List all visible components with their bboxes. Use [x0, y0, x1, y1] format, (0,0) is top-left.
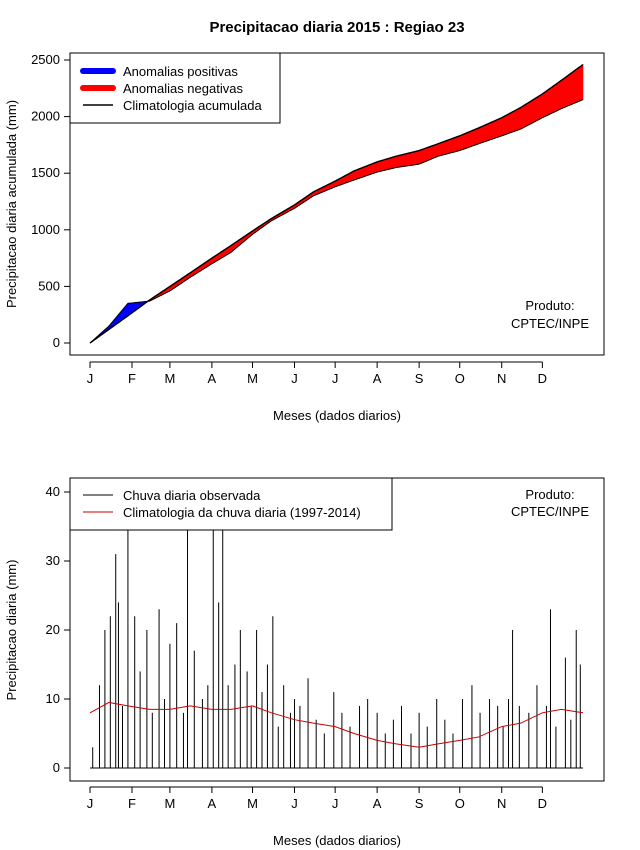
legend-label-observed: Chuva diaria observada	[123, 488, 261, 503]
cumulative-legend: Anomalias positivas Anomalias negativas …	[69, 52, 281, 124]
daily-legend-box	[69, 477, 393, 531]
cumulative-series-layer	[89, 63, 584, 344]
daily-x-tick-label: J	[87, 796, 94, 811]
cumulative-x-tick-label: J	[87, 371, 94, 386]
cumulative-x-tick-label: J	[332, 371, 339, 386]
daily-legend: Chuva diaria observada Climatologia da c…	[69, 477, 393, 531]
daily-y-tick-label: 0	[53, 760, 60, 775]
daily-x-tick-label: D	[538, 796, 547, 811]
cumulative-y-tick-label: 1500	[31, 165, 60, 180]
daily-x-tick-label: N	[497, 796, 506, 811]
daily-x-tick-label: M	[247, 796, 258, 811]
daily-x-tick-label: A	[208, 796, 217, 811]
cumulative-x-tick-label: A	[208, 371, 217, 386]
daily-climatology-line	[89, 701, 584, 748]
cumulative-x-tick-label: F	[128, 371, 136, 386]
legend-label-daily-climatology: Climatologia da chuva diaria (1997-2014)	[123, 505, 361, 520]
cumulative-product-label: Produto:	[525, 298, 574, 313]
daily-product-source: CPTEC/INPE	[511, 504, 589, 519]
daily-x-tick-label: S	[415, 796, 424, 811]
daily-climatology-layer	[89, 701, 584, 748]
legend-label-positive: Anomalias positivas	[123, 64, 238, 79]
daily-y-tick-label: 10	[46, 691, 60, 706]
figure-title: Precipitacao diaria 2015 : Regiao 23	[209, 19, 464, 36]
cumulative-y-tick-label: 500	[38, 278, 60, 293]
daily-chart: 0 10 20 30 40 J F M A M J J A S O N D Precipitacao diar…	[4, 477, 605, 848]
cumulative-y-label: Precipitacao diaria acumulada (mm)	[4, 100, 19, 308]
negative-anomaly-segment	[581, 63, 584, 101]
cumulative-y-tick-label: 2500	[31, 52, 60, 67]
observed-cumulative-line	[89, 99, 584, 344]
daily-product-label: Produto:	[525, 487, 574, 502]
cumulative-x-tick-label: J	[291, 371, 298, 386]
daily-observed-bars	[90, 492, 583, 769]
cumulative-y-tick-label: 1000	[31, 222, 60, 237]
daily-x-tick-label: M	[164, 796, 175, 811]
cumulative-x-tick-label: A	[373, 371, 382, 386]
daily-y-axis: 0 10 20 30 40	[46, 484, 71, 775]
cumulative-y-tick-label: 2000	[31, 109, 60, 124]
legend-label-climatology: Climatologia acumulada	[123, 98, 263, 113]
daily-y-tick-label: 30	[46, 553, 60, 568]
daily-x-tick-label: J	[291, 796, 298, 811]
cumulative-x-tick-label: D	[538, 371, 547, 386]
cumulative-x-tick-label: N	[497, 371, 506, 386]
daily-y-tick-label: 20	[46, 622, 60, 637]
cumulative-chart: 0 500 1000 1500 2000 2500 J F M A M J J A S O N D Precip…	[4, 52, 605, 423]
daily-x-tick-label: O	[455, 796, 465, 811]
cumulative-x-tick-label: O	[455, 371, 465, 386]
daily-x-tick-label: A	[373, 796, 382, 811]
daily-y-label: Precipitacao diaria (mm)	[4, 560, 19, 701]
daily-x-tick-label: F	[128, 796, 136, 811]
legend-label-negative: Anomalias negativas	[123, 81, 243, 96]
cumulative-x-tick-label: M	[164, 371, 175, 386]
cumulative-y-tick-label: 0	[53, 335, 60, 350]
cumulative-x-tick-label: S	[415, 371, 424, 386]
cumulative-product-source: CPTEC/INPE	[511, 316, 589, 331]
cumulative-x-tick-label: M	[247, 371, 258, 386]
climatology-cumulative-line	[89, 63, 584, 344]
daily-x-tick-label: J	[332, 796, 339, 811]
daily-x-label: Meses (dados diarios)	[273, 833, 401, 848]
cumulative-x-label: Meses (dados diarios)	[273, 408, 401, 423]
daily-y-tick-label: 40	[46, 484, 60, 499]
